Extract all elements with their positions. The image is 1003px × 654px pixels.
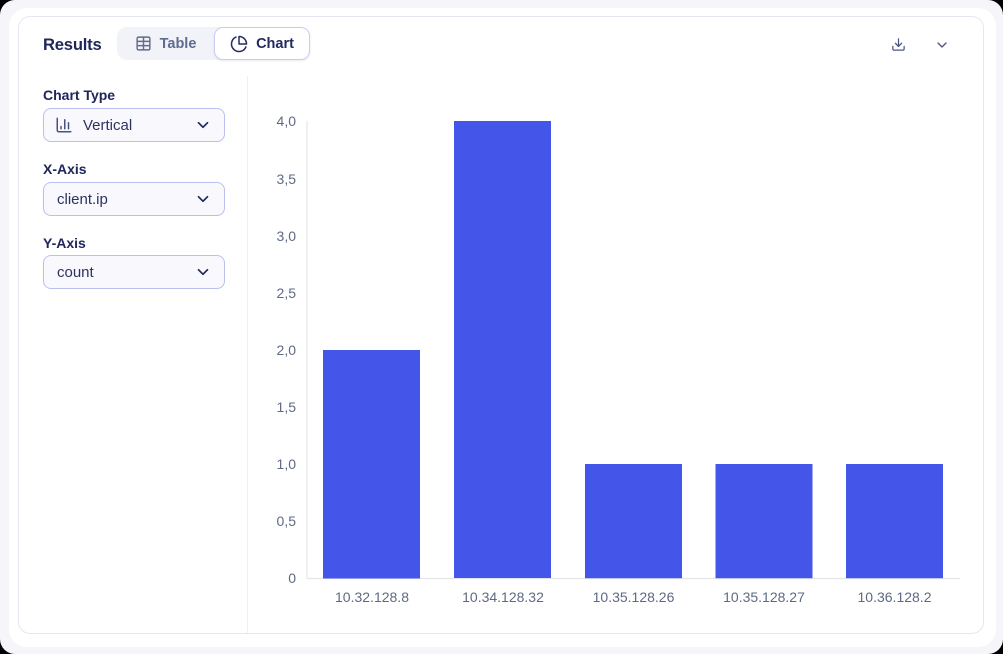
svg-text:2,5: 2,5	[277, 285, 297, 301]
svg-text:1,5: 1,5	[277, 399, 297, 415]
svg-text:2,0: 2,0	[277, 342, 297, 358]
svg-text:10.35.128.27: 10.35.128.27	[723, 589, 805, 605]
svg-text:0,5: 0,5	[277, 513, 297, 529]
svg-text:10.34.128.32: 10.34.128.32	[462, 589, 544, 605]
svg-text:3,0: 3,0	[277, 228, 297, 244]
svg-text:0: 0	[288, 570, 296, 586]
svg-text:10.35.128.26: 10.35.128.26	[593, 589, 675, 605]
svg-text:10.32.128.8: 10.32.128.8	[335, 589, 409, 605]
svg-text:10.36.128.2: 10.36.128.2	[858, 589, 932, 605]
svg-text:1,0: 1,0	[277, 456, 297, 472]
svg-text:3,5: 3,5	[277, 171, 297, 187]
svg-text:4,0: 4,0	[277, 113, 297, 129]
